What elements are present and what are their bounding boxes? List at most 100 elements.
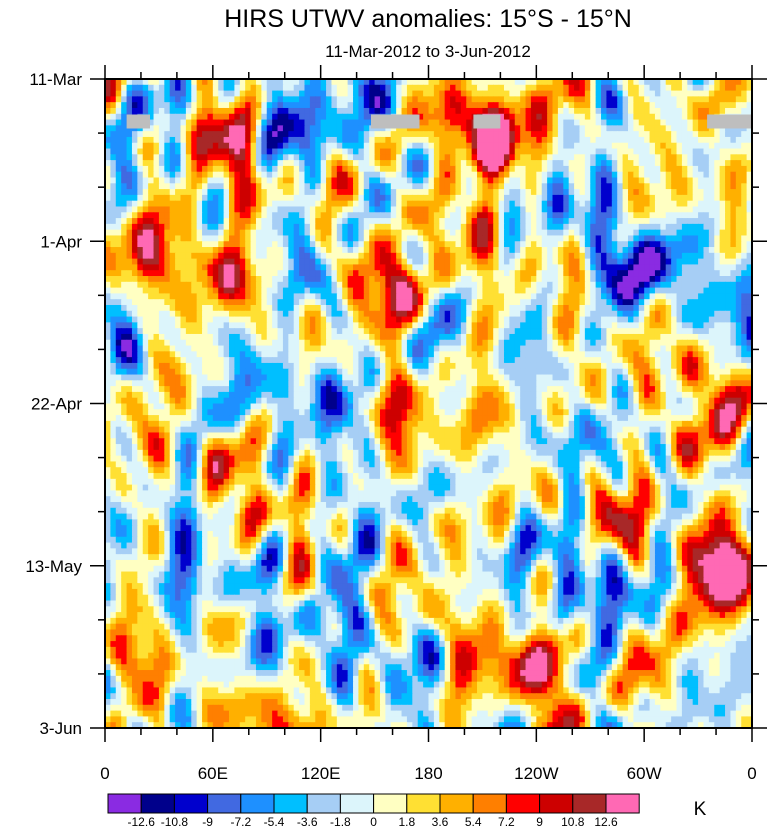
field-cell [282, 154, 289, 161]
field-cell [444, 194, 451, 202]
field-cell [595, 194, 602, 202]
field-cell [331, 165, 338, 173]
field-cell [369, 299, 376, 306]
field-cell [250, 241, 257, 248]
field-cell [530, 107, 537, 115]
field-cell [175, 281, 182, 289]
field-cell [450, 142, 457, 150]
field-cell [568, 160, 575, 167]
field-cell [644, 247, 651, 254]
field-cell [250, 119, 257, 126]
field-cell [557, 125, 564, 132]
field-cell [455, 79, 462, 86]
field-cell [223, 136, 230, 144]
field-cell [304, 189, 311, 196]
field-cell [450, 241, 457, 248]
field-cell [735, 107, 742, 115]
field-cell [255, 264, 262, 271]
field-cell [552, 281, 559, 289]
field-cell [644, 218, 651, 225]
field-cell [315, 212, 322, 219]
field-cell [369, 287, 376, 294]
field-cell [547, 293, 554, 300]
field-cell [487, 270, 494, 277]
field-cell [590, 281, 597, 289]
field-cell [250, 299, 257, 306]
field-cell [514, 102, 521, 109]
field-cell [336, 142, 343, 150]
field-cell [692, 270, 699, 277]
field-cell [660, 160, 667, 167]
field-cell [671, 194, 678, 202]
field-cell [212, 299, 219, 306]
field-cell [574, 247, 581, 254]
field-cell [676, 304, 683, 312]
field-cell [730, 235, 737, 242]
field-cell [482, 148, 489, 155]
field-cell [698, 102, 705, 109]
field-cell [557, 276, 564, 283]
field-cell [379, 223, 386, 231]
field-cell [320, 223, 327, 231]
field-cell [439, 200, 446, 208]
field-cell [309, 299, 316, 306]
field-cell [493, 212, 500, 219]
field-cell [255, 90, 262, 97]
field-cell [498, 235, 505, 242]
field-cell [552, 264, 559, 271]
field-cell [191, 113, 198, 121]
field-cell [406, 310, 413, 318]
field-cell [326, 142, 333, 150]
field-cell [498, 102, 505, 109]
field-cell [493, 218, 500, 225]
field-cell [148, 171, 155, 179]
field-cell [611, 247, 618, 254]
field-cell [299, 241, 306, 248]
field-cell [725, 154, 732, 161]
field-cell [654, 293, 661, 300]
field-cell [471, 148, 478, 155]
field-cell [627, 160, 634, 167]
field-cell [627, 287, 634, 294]
field-cell [288, 200, 295, 208]
field-cell [536, 287, 543, 294]
field-cell [665, 119, 672, 126]
field-cell [703, 90, 710, 97]
field-cell [202, 206, 209, 213]
field-cell [363, 79, 370, 86]
field-cell [153, 223, 160, 231]
field-cell [229, 270, 235, 277]
field-cell [590, 241, 597, 248]
field-cell [595, 119, 602, 126]
field-cell [142, 171, 149, 179]
field-cell [638, 293, 645, 300]
field-cell [131, 304, 138, 312]
field-cell [148, 252, 155, 260]
field-cell [514, 177, 521, 184]
field-cell [131, 165, 138, 173]
field-cell [428, 200, 435, 208]
field-cell [541, 287, 548, 294]
field-cell [649, 189, 656, 196]
field-cell [509, 160, 516, 167]
field-cell [595, 235, 602, 242]
field-cell [725, 247, 732, 254]
field-cell [272, 189, 279, 196]
field-cell [633, 142, 640, 150]
field-cell [466, 165, 473, 173]
field-cell [245, 276, 252, 283]
field-cell [239, 235, 246, 242]
field-cell [131, 79, 138, 86]
field-cell [617, 247, 624, 254]
field-cell [239, 299, 246, 306]
field-cell [547, 212, 554, 219]
field-cell [514, 287, 521, 294]
field-cell [272, 165, 279, 173]
field-cell [611, 252, 618, 260]
field-cell [606, 189, 613, 196]
field-cell [455, 287, 462, 294]
field-cell [229, 229, 235, 237]
field-cell [622, 281, 629, 289]
field-cell [552, 247, 559, 254]
field-cell [207, 229, 214, 237]
